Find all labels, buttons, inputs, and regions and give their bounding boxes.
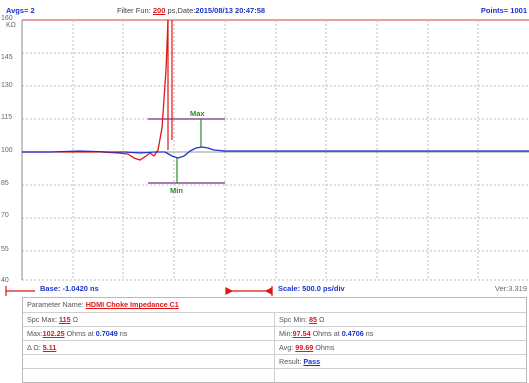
y-tick-label: 100 [1,147,13,154]
min-value: 97.54 [292,329,311,338]
y-tick-label: 115 [1,114,13,121]
max-time: 0.7049 [95,329,118,338]
spec-min-link[interactable]: 85 [308,315,317,324]
base-span-indicator[interactable] [5,286,273,296]
base-label: Base: [40,284,61,293]
max-mid: Ohms at [66,329,94,338]
param-row: Parameter Name: HDMI Choke Impedance C1 [23,298,526,312]
max-marker-label: Max [190,109,205,118]
filter-suffix: ps,Date: [167,6,196,15]
min-cell: Min:97.54 Ohms at 0.4706 ns [279,329,373,338]
spec-max-label: Spc Max: [27,315,57,324]
column-divider [274,312,275,382]
result-cell: Result: Pass [279,357,320,366]
spec-max-cell: Spc Max: 115 Ω [27,315,78,324]
date-readout: 2015/08/13 20:47:58 [195,6,266,15]
delta-cell: Δ Ω: 5.11 [27,343,56,352]
avg-unit: Ohms [315,343,335,352]
min-mid: Ohms at [312,329,340,338]
avg-label: Avg: [279,343,294,352]
blue-trace [22,146,529,159]
y-tick-label: 160 [1,15,13,22]
averages-readout: Avgs= 2 [6,6,35,15]
points-readout: Points= 1001 [480,6,527,15]
min-time: 0.4706 [341,329,364,338]
min-marker-label: Min [170,186,183,195]
y-tick-label: 55 [1,246,9,253]
spec-min-label: Spc Min: [279,315,307,324]
scale-readout: Scale: 500.0 ps/div [278,284,345,293]
param-name-cell: Parameter Name: HDMI Choke Impedance C1 [27,300,179,309]
filter-date-readout: Filter Fun: 200 ps,Date:2015/08/13 20:47… [117,6,265,15]
delta-value: 5.11 [42,343,57,352]
filter-value-link[interactable]: 200 [152,6,166,15]
spec-min-unit: Ω [318,315,325,324]
spec-max-unit: Ω [72,315,78,324]
avg-cell: Avg: 99.69 Ohms [279,343,334,352]
waveform-plot[interactable]: KΩ 160 145 130 115 100 85 70 55 40 [0,0,529,300]
max-value: 102.25 [42,329,65,338]
version-readout: Ver:3.319 [494,284,527,293]
result-label: Result: [279,357,302,366]
base-readout: Base: -1.0420 ns [40,284,99,293]
y-tick-label: 85 [1,180,9,187]
y-axis-unit: KΩ [6,22,16,29]
max-label: Max: [27,329,43,338]
y-tick-label: 40 [1,277,9,284]
min-label: Min: [279,329,293,338]
spec-max-link[interactable]: 115 [58,315,71,324]
grid-lines [21,19,529,281]
max-cell: Max:102.25 Ohms at 0.7049 ns [27,329,127,338]
red-trace [22,19,169,161]
axis-footer-bar: Base: -1.0420 ns Scale: 500.0 ps/div Ver… [0,280,529,294]
filter-label: Filter Fun: [117,6,151,15]
avg-value: 99.69 [295,343,314,352]
results-panel: Parameter Name: HDMI Choke Impedance C1 … [22,297,527,383]
y-tick-label: 70 [1,212,9,219]
min-unit: ns [365,329,374,338]
result-value: Pass [303,357,321,366]
y-tick-label: 130 [1,82,13,89]
top-info-bar: Avgs= 2 Filter Fun: 200 ps,Date:2015/08/… [0,0,529,20]
spec-min-cell: Spc Min: 85 Ω [279,315,324,324]
param-name-link[interactable]: HDMI Choke Impedance C1 [85,300,179,309]
base-value: -1.0420 ns [62,284,99,293]
plot-canvas: Max Min [5,19,529,296]
delta-label: Δ Ω: [27,343,41,352]
max-unit: ns [119,329,128,338]
y-tick-label: 145 [1,54,13,61]
param-name-label: Parameter Name: [27,300,84,309]
